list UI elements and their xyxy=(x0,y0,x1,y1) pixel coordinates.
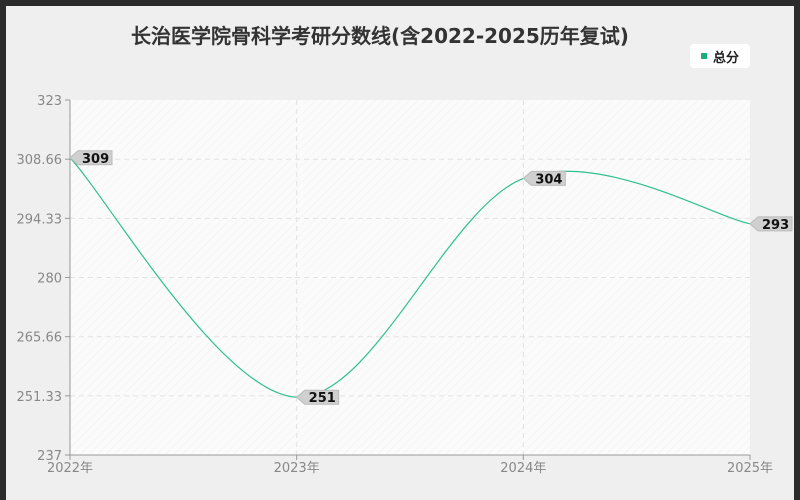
legend[interactable]: 总分 xyxy=(690,44,750,68)
y-tick-label: 323 xyxy=(37,94,62,109)
legend-label: 总分 xyxy=(712,50,739,66)
y-tick-label: 280 xyxy=(37,272,62,287)
data-label-box xyxy=(69,150,113,166)
y-tick-label: 251.33 xyxy=(17,390,63,405)
legend-swatch xyxy=(700,53,707,59)
data-label: 251 xyxy=(309,391,336,406)
chart-title: 长治医学院骨科学考研分数线(含2022-2025历年复试) xyxy=(131,24,629,48)
data-label: 309 xyxy=(82,152,109,167)
plot-area xyxy=(70,100,750,455)
data-label-box xyxy=(522,170,566,186)
data-label-box xyxy=(295,389,340,405)
data-label: 293 xyxy=(762,218,789,233)
data-label: 304 xyxy=(535,172,562,187)
y-tick-label: 265.66 xyxy=(17,331,63,346)
x-tick-label: 2022年 xyxy=(47,461,93,476)
data-label-box xyxy=(749,216,793,232)
x-tick-label: 2023年 xyxy=(274,461,320,476)
y-tick-label: 308.66 xyxy=(17,153,63,168)
x-tick-label: 2024年 xyxy=(500,461,546,476)
x-tick-label: 2025年 xyxy=(727,461,773,476)
y-tick-label: 237 xyxy=(37,449,62,464)
y-tick-label: 294.33 xyxy=(17,212,63,227)
series-line xyxy=(69,157,751,398)
